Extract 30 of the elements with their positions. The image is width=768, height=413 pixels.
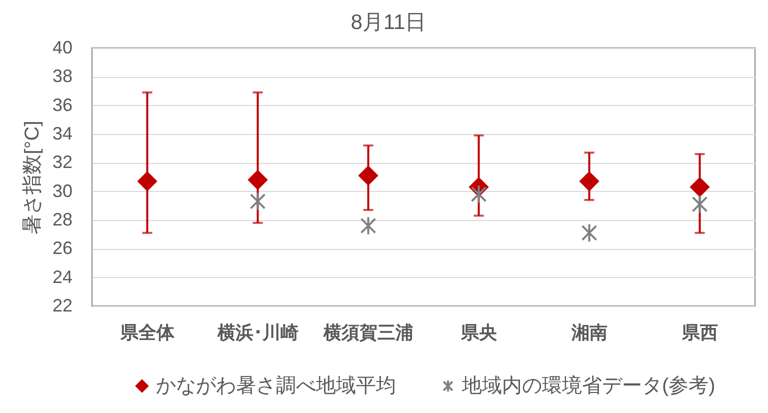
y-tick-label: 38 [52,66,72,86]
x-tick-label: 県西 [680,322,718,342]
point [470,184,487,204]
y-tick-label: 22 [52,296,72,316]
point [360,216,376,236]
y-tick-label: 26 [52,238,72,258]
y-tick-label: 36 [52,94,72,115]
y-tick-label: 34 [52,124,72,144]
point [138,172,157,191]
legend-label: かながわ暑さ調べ地域平均 [156,375,396,397]
y-tick-label: 24 [52,266,72,287]
point [250,192,266,212]
x-tick-label: 横浜･川崎 [216,322,298,342]
point [581,223,598,243]
legend-label: 地域内の環境省データ(参考) [461,375,716,397]
chart-title: 8月11日 [350,11,426,34]
x-tick-label: 横須賀三浦 [322,322,414,342]
point [580,172,599,191]
y-tick-label: 28 [52,210,72,230]
x-tick-label: 湘南 [570,322,608,342]
y-tick-label: 40 [52,38,72,58]
y-axis-title: 暑さ指数[°C] [21,120,44,234]
x-tick-label: 県央 [460,322,498,342]
y-tick-label: 30 [52,180,72,201]
x-tick-label: 県全体 [119,322,176,342]
point [248,170,268,190]
point [358,166,378,186]
point [692,194,708,214]
point [690,177,710,197]
y-tick-label: 32 [52,152,72,172]
